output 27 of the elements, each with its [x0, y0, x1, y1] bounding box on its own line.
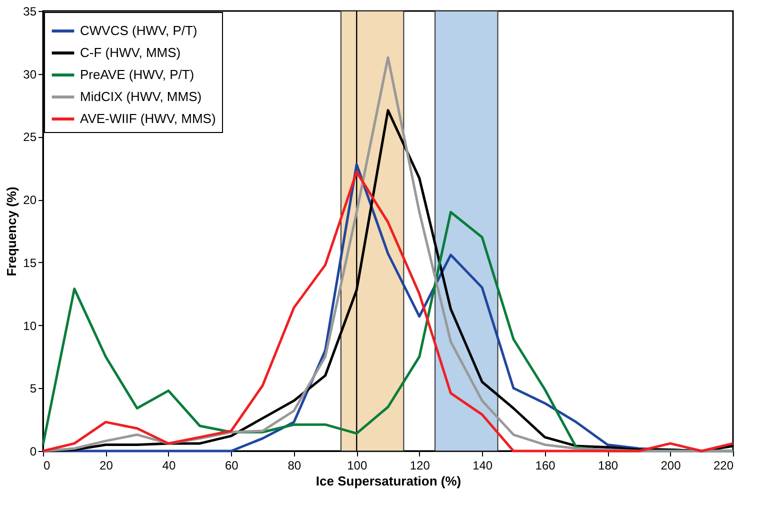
x-tick-label: 120: [410, 458, 430, 472]
y-tick-label: 20: [23, 193, 37, 208]
x-tick-label: 60: [225, 458, 239, 472]
x-tick-label: 20: [100, 458, 114, 472]
x-tick-label: 40: [162, 458, 176, 472]
y-tick-label: 15: [23, 256, 37, 270]
x-tick-label: 0: [44, 458, 50, 472]
x-tick-label: 220: [713, 458, 734, 472]
x-tick-label: 180: [598, 458, 618, 472]
legend-label: CWVCS (HWV, P/T): [80, 23, 198, 38]
y-tick-label: 30: [23, 67, 37, 82]
x-tick-label: 200: [660, 458, 682, 472]
x-tick-label: 100: [347, 458, 368, 472]
y-tick-label: 10: [23, 318, 37, 333]
x-axis-title: Ice Supersaturation (%): [316, 474, 462, 488]
y-tick-label: 5: [30, 382, 37, 396]
legend-label: C-F (HWV, MMS): [80, 45, 181, 60]
y-tick-label: 0: [30, 444, 37, 458]
y-tick-label: 35: [23, 4, 37, 18]
x-tick-label: 160: [535, 458, 556, 472]
y-axis-title: Frequency (%): [4, 186, 20, 276]
legend-label: MidCIX (HWV, MMS): [80, 89, 202, 104]
y-tick-label: 25: [23, 130, 37, 144]
legend-label: AVE-WIIF (HWV, MMS): [80, 111, 216, 126]
legend-label: PreAVE (HWV, P/T): [80, 67, 194, 82]
x-tick-label: 80: [288, 458, 302, 472]
x-tick-label: 140: [472, 458, 493, 472]
